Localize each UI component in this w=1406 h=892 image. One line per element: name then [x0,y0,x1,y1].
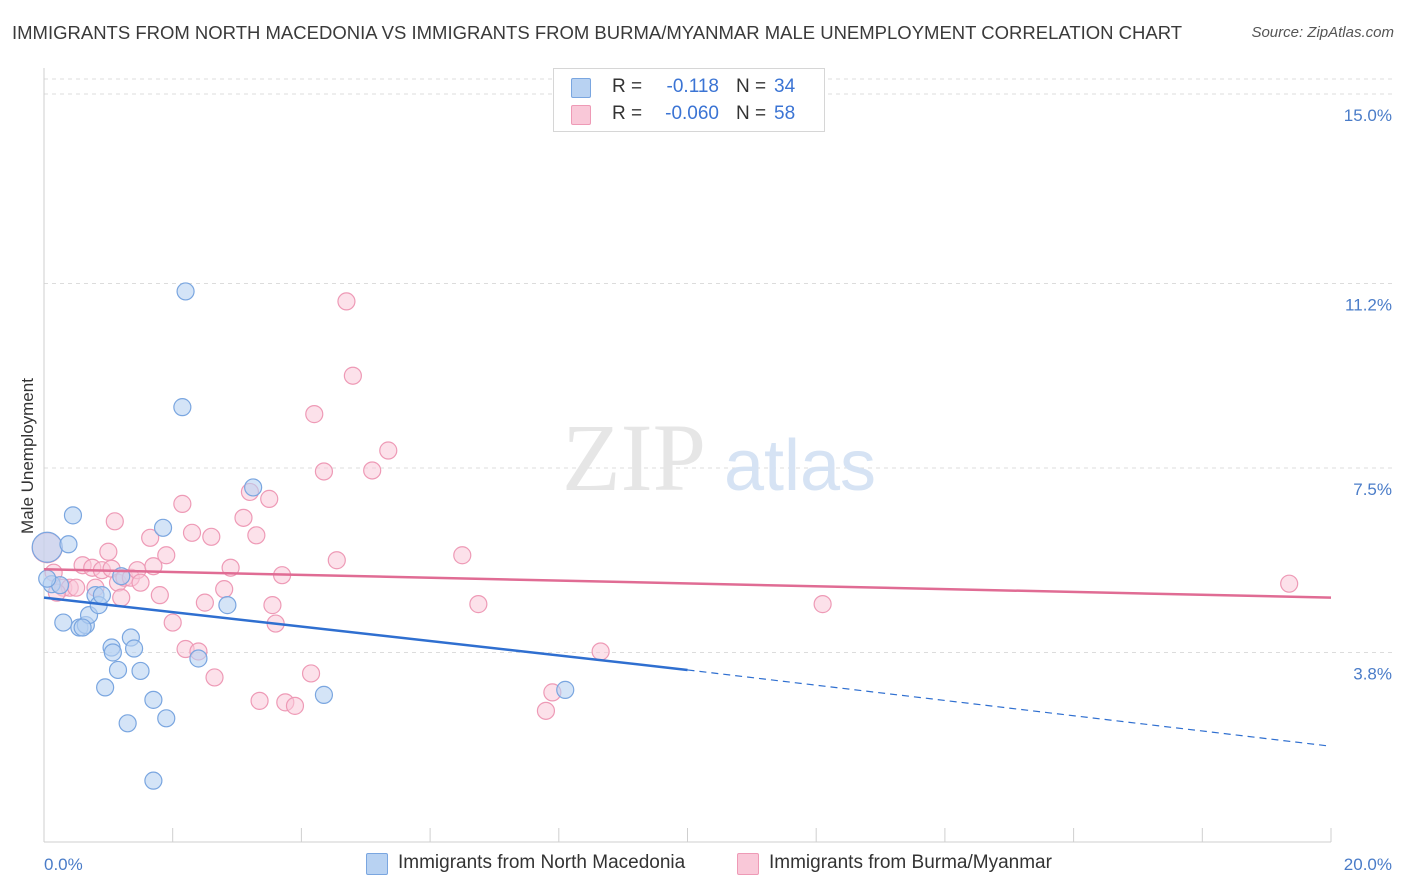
burma-point [157,546,176,565]
tick-labels: 3.8% 7.5% 11.2% 15.0% 0.0% 20.0% [44,106,1392,874]
y-tick-label: 15.0% [1344,106,1392,125]
macedonia-point [124,639,144,658]
macedonia-point [118,714,137,733]
macedonia-point [92,586,112,605]
legend-r-label: R = [612,76,643,97]
chart-title: IMMIGRANTS FROM NORTH MACEDONIA VS IMMIG… [12,22,1183,43]
burma-point [813,595,832,614]
y-tick-label: 7.5% [1353,480,1392,499]
burma-point [314,462,334,481]
macedonia-trend-line [43,596,688,672]
watermark-zip: ZIP [562,404,706,511]
burma-point [67,578,86,597]
gridlines [44,78,1392,653]
x-tick-label-max: 20.0% [1344,855,1392,874]
macedonia-point [153,518,173,537]
macedonia-point [144,771,163,790]
y-tick-label: 11.2% [1345,295,1392,314]
burma-point [363,461,382,480]
watermark-atlas: atlas [724,426,876,506]
source-credit: Source: ZipAtlas.com [1251,24,1394,41]
burma-point [105,512,124,531]
macedonia-point [173,398,192,417]
burma-point [343,366,362,385]
legend-n-value: 58 [774,103,796,124]
burma-point [453,546,472,565]
burma-point [260,489,279,508]
macedonia-point [59,535,78,554]
bottom-legend-label: Immigrants from Burma/Myanmar [769,852,1052,873]
bottom-legend-swatch-burma [737,853,759,875]
y-tick-label: 3.8% [1353,664,1392,683]
burma-point [250,691,269,710]
macedonia-point [556,680,575,699]
burma-point [182,523,202,542]
macedonia-point [189,649,208,668]
burma-point [163,613,182,632]
macedonia-point [38,569,57,588]
legend-r-value: -0.118 [666,76,719,97]
burma-point [195,593,214,612]
burma-point [234,508,253,527]
legend-n-value: 34 [774,76,796,97]
burma-point [215,580,234,599]
burma-point [379,441,398,460]
macedonia-point [63,506,83,525]
burma-point [99,542,118,561]
bottom-legend-label: Immigrants from North Macedonia [398,852,686,873]
bottom-legend-swatch-macedonia [366,853,388,875]
macedonia-point [218,596,237,615]
legend-row-burma: R = -0.060 N = 58 [554,101,824,127]
burma-point [205,668,224,687]
macedonia-point [54,613,73,632]
legend-n-label: N = [736,103,767,124]
burma-point [173,494,192,513]
burma-point [469,595,488,614]
correlation-legend: R = -0.118 N = 34 R = -0.060 N = 58 [553,68,825,132]
macedonia-point [108,660,128,680]
burma-point [591,642,610,661]
macedonia-point [103,643,122,662]
burma-point [263,596,282,615]
legend-swatch-burma [571,105,591,125]
burma-point [305,405,324,424]
macedonia-point [244,478,263,497]
macedonia-trend-extension [687,669,1332,747]
legend-n-label: N = [736,76,767,97]
legend-swatch-macedonia [571,78,591,98]
macedonia-point [314,685,334,704]
macedonia-point [144,690,163,709]
burma-point [1280,574,1299,593]
burma-point [131,573,150,592]
macedonia-point [31,531,63,563]
burma-point [221,558,240,577]
macedonia-point [73,618,92,637]
watermark: ZIP atlas [562,404,876,511]
burma-point [285,696,305,715]
burma-point [112,588,131,607]
macedonia-point [96,678,115,697]
series-macedonia-points [31,282,575,790]
burma-point [337,292,356,311]
legend-r-label: R = [612,103,643,124]
burma-point [327,551,346,570]
burma-point [301,664,321,683]
macedonia-point [131,661,150,681]
axes [43,68,1332,843]
burma-point [536,701,556,720]
burma-point [141,528,160,547]
macedonia-point [176,282,195,301]
burma-point [202,527,221,546]
trend-lines [43,567,1332,747]
burma-point [247,526,266,545]
legend-row-macedonia: R = -0.118 N = 34 [554,74,824,100]
burma-trend-line [43,567,1332,599]
legend-r-value: -0.060 [665,103,719,124]
burma-point [150,586,169,605]
macedonia-point [157,709,176,728]
x-tick-label-min: 0.0% [44,855,83,874]
